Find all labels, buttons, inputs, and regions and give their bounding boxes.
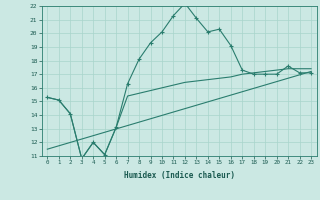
X-axis label: Humidex (Indice chaleur): Humidex (Indice chaleur): [124, 171, 235, 180]
